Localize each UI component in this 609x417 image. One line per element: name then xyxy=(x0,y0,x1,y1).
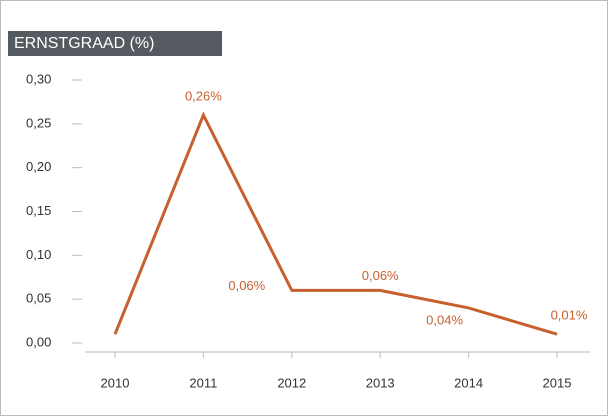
x-tick-label: 2012 xyxy=(277,375,306,390)
y-tick-label: 0,20 xyxy=(26,159,51,174)
data-label: 0,01% xyxy=(551,308,588,323)
y-tick-label: 0,30 xyxy=(26,71,51,86)
x-tick-label: 2013 xyxy=(366,375,395,390)
line xyxy=(113,111,558,336)
data-label: 0,06% xyxy=(228,278,265,293)
y-tick-label: 0,25 xyxy=(26,115,51,130)
title-box xyxy=(8,31,222,56)
data-label: 0,04% xyxy=(426,312,463,327)
data-label: 0,06% xyxy=(362,268,399,283)
x-tick-label: 2010 xyxy=(101,375,130,390)
x-tick-label: 2011 xyxy=(189,375,217,390)
y-tick-label: 0,00 xyxy=(26,334,51,349)
y-tick-label: 0,05 xyxy=(26,291,51,306)
y-tick-label: 0,15 xyxy=(26,203,51,218)
data-label: 0,26% xyxy=(185,89,222,104)
x-tick-label: 2014 xyxy=(454,375,483,390)
x-tick-label: 2015 xyxy=(543,375,572,390)
chart-title: ERNSTGRAAD (%) xyxy=(14,35,154,52)
y-tick-label: 0,10 xyxy=(26,247,51,262)
